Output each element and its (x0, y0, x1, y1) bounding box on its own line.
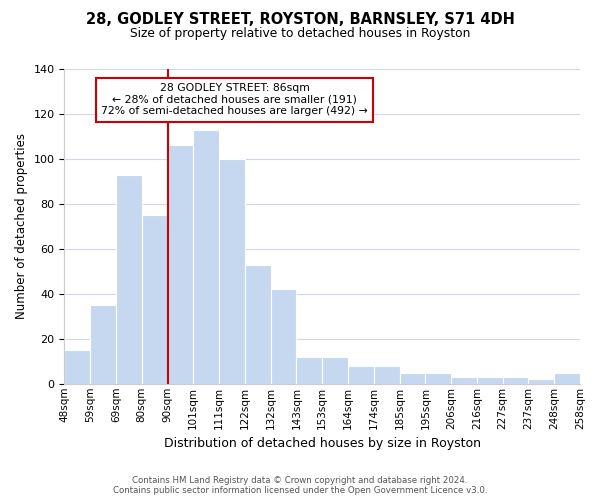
Text: 28 GODLEY STREET: 86sqm
← 28% of detached houses are smaller (191)
72% of semi-d: 28 GODLEY STREET: 86sqm ← 28% of detache… (101, 83, 368, 116)
Bar (425, 372, 451, 384)
Bar (271, 290, 296, 384)
Bar (400, 372, 425, 384)
Bar (64, 350, 90, 384)
Bar (322, 357, 348, 384)
Bar (374, 366, 400, 384)
Text: 28, GODLEY STREET, ROYSTON, BARNSLEY, S71 4DH: 28, GODLEY STREET, ROYSTON, BARNSLEY, S7… (86, 12, 514, 28)
Text: Size of property relative to detached houses in Royston: Size of property relative to detached ho… (130, 28, 470, 40)
X-axis label: Distribution of detached houses by size in Royston: Distribution of detached houses by size … (164, 437, 481, 450)
Bar (193, 130, 219, 384)
Bar (90, 305, 116, 384)
Y-axis label: Number of detached properties: Number of detached properties (15, 134, 28, 320)
Bar (554, 372, 580, 384)
Bar (245, 264, 271, 384)
Bar (167, 146, 193, 384)
Bar (477, 377, 503, 384)
Bar (503, 377, 529, 384)
Bar (451, 377, 477, 384)
Text: Contains HM Land Registry data © Crown copyright and database right 2024.
Contai: Contains HM Land Registry data © Crown c… (113, 476, 487, 495)
Bar (529, 380, 554, 384)
Bar (296, 357, 322, 384)
Bar (142, 215, 167, 384)
Bar (219, 159, 245, 384)
Bar (116, 174, 142, 384)
Bar (348, 366, 374, 384)
